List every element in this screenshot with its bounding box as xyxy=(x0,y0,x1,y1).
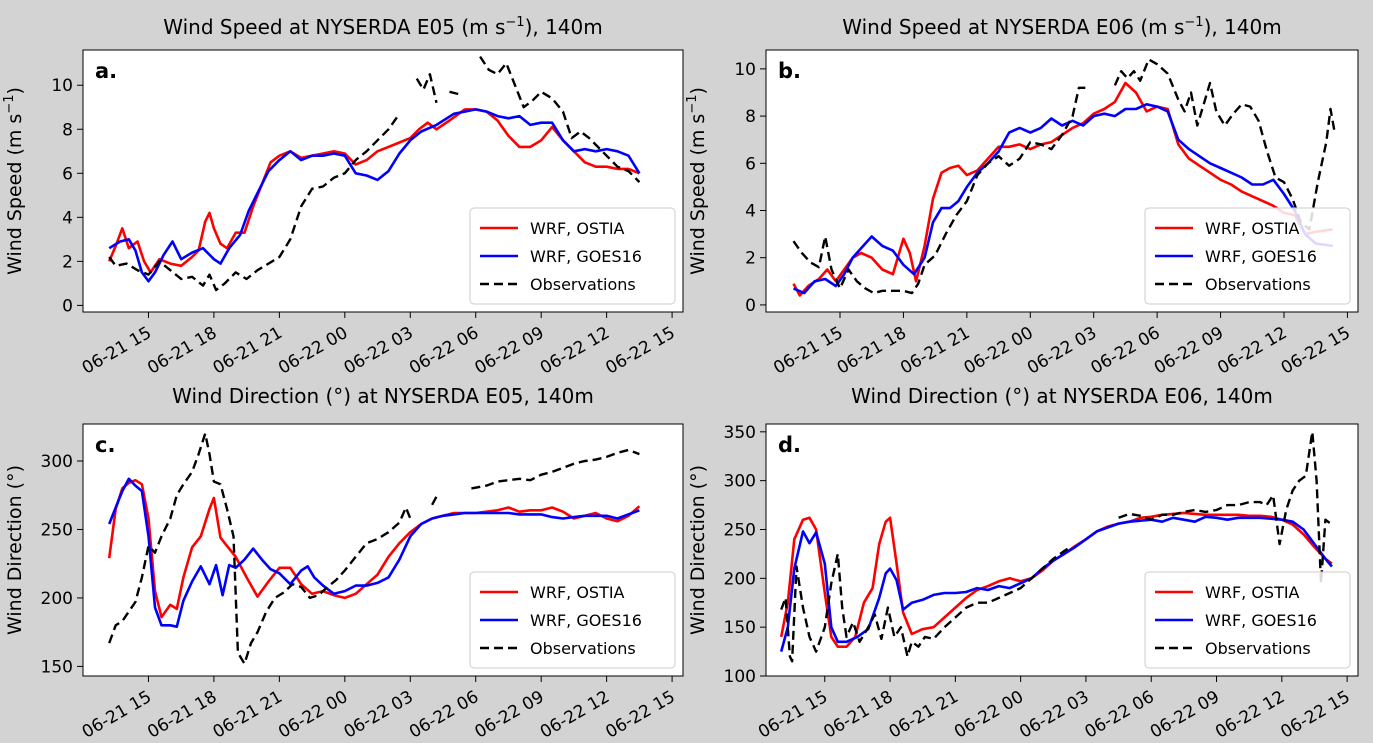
y-axis-label-text: Wind Direction (°) xyxy=(4,465,26,635)
y-axis-label-superscript: −1 xyxy=(685,95,700,114)
legend-entry: WRF, OSTIA xyxy=(1205,219,1300,238)
y-axis-label-suffix: ) xyxy=(4,87,26,94)
series-line-wrf-ostia xyxy=(107,478,641,619)
chart-title-text: Wind Direction (°) at NYSERDA E06, 140m xyxy=(851,384,1273,408)
legend-box xyxy=(469,207,676,305)
legend-box xyxy=(1144,207,1351,305)
chart-title-text: Wind Direction (°) at NYSERDA E05, 140m xyxy=(172,384,594,408)
series-line-observations xyxy=(780,546,1072,663)
y-tick-label: 6 xyxy=(745,154,756,174)
legend-entry: WRF, GOES16 xyxy=(530,611,642,630)
chart-title-superscript: −1 xyxy=(505,15,524,30)
y-tick-label: 2 xyxy=(62,252,73,272)
y-axis-label: Wind Direction (°) xyxy=(687,465,709,635)
legend-entry: WRF, GOES16 xyxy=(1205,247,1317,266)
legend-entry: Observations xyxy=(530,275,636,294)
legend-entry: WRF, OSTIA xyxy=(530,219,625,238)
y-tick-label: 10 xyxy=(734,60,756,80)
y-axis-label: Wind Speed (m s−1) xyxy=(685,87,709,275)
legend: WRF, OSTIA WRF, GOES16 Observations xyxy=(469,571,676,669)
y-tick-label: 4 xyxy=(745,202,756,222)
legend-entry: WRF, GOES16 xyxy=(530,247,642,266)
y-tick-label: 6 xyxy=(62,164,73,184)
chart-title: Wind Speed at NYSERDA E06 (m s−1), 140m xyxy=(842,15,1282,39)
y-tick-label: 250 xyxy=(41,520,73,540)
chart-title-superscript: −1 xyxy=(1184,15,1203,30)
series-line-observations xyxy=(431,496,438,506)
chart-panel-4: Wind Direction (°) at NYSERDA E06, 140m W… xyxy=(687,384,1359,743)
series-line-observations xyxy=(1118,430,1333,585)
chart-title: Wind Direction (°) at NYSERDA E06, 140m xyxy=(851,384,1273,408)
axes-frame xyxy=(765,49,1359,313)
series-line-wrf-goes16 xyxy=(108,108,641,283)
series-line-observations xyxy=(415,72,438,104)
y-axis-label-text: Wind Speed (m s xyxy=(687,114,709,275)
panel-label: b. xyxy=(778,59,801,83)
y-tick-label: 0 xyxy=(745,296,756,316)
legend-entry: WRF, GOES16 xyxy=(1205,611,1317,630)
legend-entry: WRF, OSTIA xyxy=(1205,583,1300,602)
series-line-observations xyxy=(108,432,412,665)
series-line-observations xyxy=(792,86,1086,295)
panel-label: d. xyxy=(778,433,801,457)
chart-panel-3: Wind Direction (°) at NYSERDA E05, 140m W… xyxy=(4,384,684,743)
y-tick-label: 300 xyxy=(724,472,756,492)
y-tick-label: 150 xyxy=(41,657,73,677)
y-tick-label: 8 xyxy=(745,107,756,127)
chart-title-text: Wind Speed at NYSERDA E05 (m s xyxy=(163,15,505,39)
axes-frame xyxy=(765,423,1359,677)
legend: WRF, OSTIA WRF, GOES16 Observations xyxy=(1144,571,1351,669)
chart-title-text: Wind Speed at NYSERDA E06 (m s xyxy=(842,15,1184,39)
y-tick-label: 350 xyxy=(724,423,756,443)
legend-entry: Observations xyxy=(1205,639,1311,658)
y-tick-label: 300 xyxy=(41,452,73,472)
chart-title-suffix: ), 140m xyxy=(525,15,603,39)
series-line-wrf-ostia xyxy=(108,108,640,274)
axes-frame xyxy=(82,49,684,313)
series-line-observations xyxy=(449,90,459,96)
y-tick-label: 0 xyxy=(62,296,73,316)
y-axis-label-superscript: −1 xyxy=(2,95,17,114)
y-tick-label: 8 xyxy=(62,120,73,140)
legend: WRF, OSTIA WRF, GOES16 Observations xyxy=(469,207,676,305)
y-tick-label: 4 xyxy=(62,208,73,228)
y-axis-label-text: Wind Speed (m s xyxy=(4,114,26,275)
y-axis-label: Wind Direction (°) xyxy=(4,465,26,635)
y-tick-label: 10 xyxy=(51,76,73,96)
y-tick-label: 100 xyxy=(724,667,756,687)
legend: WRF, OSTIA WRF, GOES16 Observations xyxy=(1144,207,1351,305)
y-axis-label: Wind Speed (m s−1) xyxy=(2,87,26,275)
series-line-observations xyxy=(471,448,640,490)
y-tick-label: 250 xyxy=(724,520,756,540)
legend-entry: Observations xyxy=(1205,275,1311,294)
panel-label: c. xyxy=(95,433,115,457)
chart-title-suffix: ), 140m xyxy=(1204,15,1282,39)
y-axis-label-suffix: ) xyxy=(687,87,709,94)
chart-title: Wind Direction (°) at NYSERDA E05, 140m xyxy=(172,384,594,408)
series-line-observations xyxy=(479,55,641,183)
y-axis-label-text: Wind Direction (°) xyxy=(687,465,709,635)
series-line-observations xyxy=(1113,58,1336,231)
series-line-observations xyxy=(108,113,401,292)
y-tick-label: 150 xyxy=(724,618,756,638)
legend-entry: WRF, OSTIA xyxy=(530,583,625,602)
axes-frame xyxy=(82,423,684,677)
series-line-wrf-goes16 xyxy=(107,477,640,629)
y-tick-label: 200 xyxy=(41,589,73,609)
panel-label: a. xyxy=(95,59,117,83)
legend-entry: Observations xyxy=(530,639,636,658)
chart-title: Wind Speed at NYSERDA E05 (m s−1), 140m xyxy=(163,15,603,39)
legend-box xyxy=(1144,571,1351,669)
y-tick-label: 200 xyxy=(724,569,756,589)
series-line-wrf-goes16 xyxy=(792,103,1333,295)
y-tick-label: 2 xyxy=(745,249,756,269)
legend-box xyxy=(469,571,676,669)
